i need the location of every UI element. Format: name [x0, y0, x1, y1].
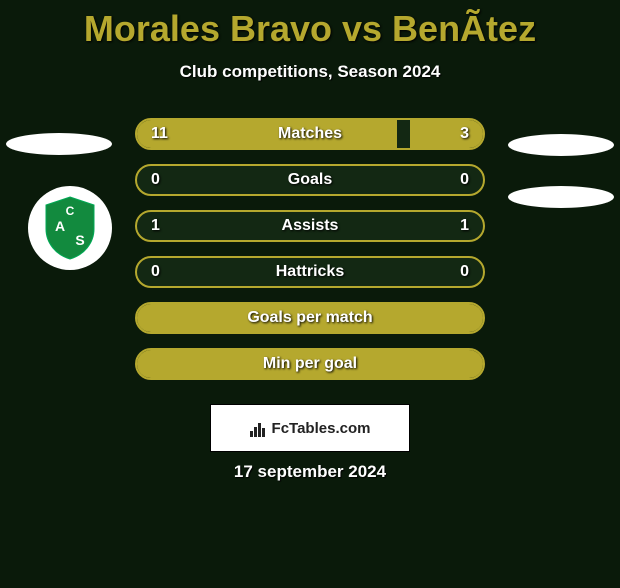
player-photo-placeholder-right-2	[508, 186, 614, 208]
bar-fill-left	[137, 120, 397, 148]
svg-text:A: A	[55, 218, 65, 234]
stat-value-left: 1	[151, 212, 160, 240]
attribution-box: FcTables.com	[210, 404, 410, 452]
stat-bar-goals: 0 0Goals	[135, 164, 485, 196]
stat-value-right: 3	[460, 120, 469, 148]
stat-value-left: 11	[151, 120, 168, 148]
stat-bar-goals-per-match: Goals per match	[135, 302, 485, 334]
svg-text:S: S	[75, 232, 84, 248]
player-photo-placeholder-right-1	[508, 134, 614, 156]
bar-fill-right	[410, 120, 483, 148]
stat-label: Goals	[137, 166, 483, 194]
club-badge: C A S	[28, 186, 112, 270]
stat-value-left: 0	[151, 166, 160, 194]
stat-bar-hattricks: 0 0Hattricks	[135, 256, 485, 288]
date-text: 17 september 2024	[0, 462, 620, 482]
stats-container: 113Matches00Goals11Assists00HattricksGoa…	[135, 118, 485, 394]
svg-text:C: C	[66, 204, 75, 218]
attribution-text: FcTables.com	[272, 420, 371, 437]
stat-value-right: 0	[460, 166, 469, 194]
stat-label: Hattricks	[137, 258, 483, 286]
stat-value-right: 0	[460, 258, 469, 286]
stat-bar-assists: 1 1Assists	[135, 210, 485, 242]
bar-chart-icon	[250, 420, 266, 437]
stat-bar-min-per-goal: Min per goal	[135, 348, 485, 380]
bar-fill-left	[137, 350, 483, 378]
page-title: Morales Bravo vs BenÃ­tez	[0, 8, 620, 50]
stat-label: Assists	[137, 212, 483, 240]
shield-icon: C A S	[42, 195, 98, 261]
bar-fill-left	[137, 304, 483, 332]
stat-bar-matches: 113Matches	[135, 118, 485, 150]
player-photo-placeholder-left	[6, 133, 112, 155]
stat-value-left: 0	[151, 258, 160, 286]
subtitle: Club competitions, Season 2024	[0, 62, 620, 82]
stat-value-right: 1	[460, 212, 469, 240]
